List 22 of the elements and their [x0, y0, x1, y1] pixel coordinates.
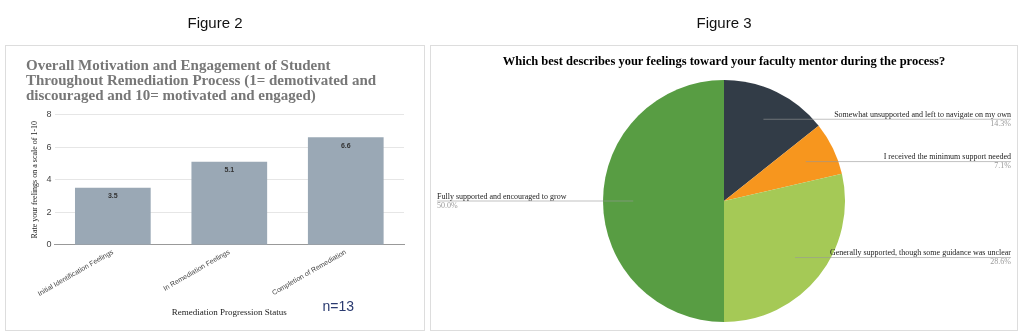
data-label: 7.1%	[994, 161, 1012, 171]
y-tick-label: 0	[46, 239, 52, 250]
data-label: 28.6%	[990, 257, 1012, 267]
caption: Figure 2	[186, 14, 244, 31]
caption: Figure 3	[695, 14, 753, 31]
x-axis-title: Remediation Progression Status	[171, 306, 288, 317]
chart-title: Which best describes your feelings toward your faculty mentor during the process?	[501, 54, 947, 69]
slice-label: Fully supported and encouraged to grow	[437, 191, 567, 201]
y-axis-title: Rate your feelings on a scale of 1-10	[29, 120, 39, 239]
data-label: 50.0%	[437, 200, 458, 210]
slice-label: I received the minimum support needed	[883, 152, 1011, 162]
bar	[307, 137, 384, 245]
data-label: 14.3%	[990, 118, 1012, 128]
bar	[74, 187, 151, 245]
y-tick-label: 4	[46, 174, 52, 185]
y-tick-label: 8	[46, 108, 52, 119]
y-tick-label: 2	[46, 206, 52, 217]
chart-title: Overall Motivation and Engagement of Student Throughout Remediation Process (1= demotivated and discouraged and 10= motivated and engaged)	[26, 57, 378, 103]
bar	[191, 161, 268, 245]
y-tick-label: 6	[46, 141, 52, 152]
slice-label: Somewhat unsupported and left to navigate on my own	[834, 109, 1011, 119]
text: n=13	[322, 298, 354, 314]
